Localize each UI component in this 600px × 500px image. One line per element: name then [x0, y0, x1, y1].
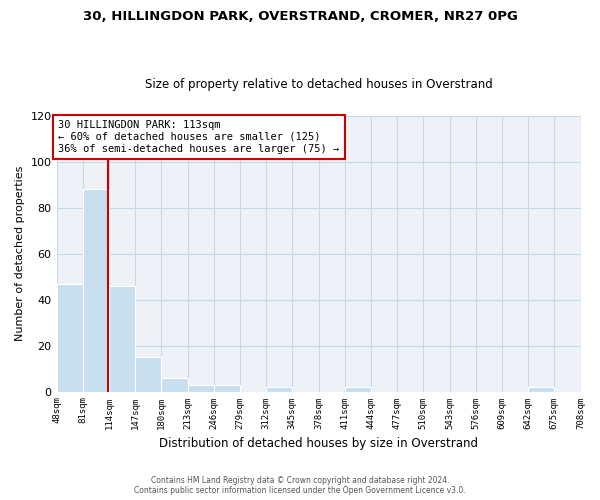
Bar: [83, 190, 109, 392]
Bar: [345, 387, 371, 392]
Y-axis label: Number of detached properties: Number of detached properties: [15, 166, 25, 342]
Bar: [56, 284, 83, 392]
X-axis label: Distribution of detached houses by size in Overstrand: Distribution of detached houses by size …: [159, 437, 478, 450]
Bar: [528, 387, 554, 392]
Bar: [214, 384, 240, 392]
Bar: [188, 384, 214, 392]
Text: Contains HM Land Registry data © Crown copyright and database right 2024.
Contai: Contains HM Land Registry data © Crown c…: [134, 476, 466, 495]
Text: 30 HILLINGDON PARK: 113sqm
← 60% of detached houses are smaller (125)
36% of sem: 30 HILLINGDON PARK: 113sqm ← 60% of deta…: [58, 120, 340, 154]
Bar: [161, 378, 188, 392]
Bar: [135, 357, 161, 392]
Text: 30, HILLINGDON PARK, OVERSTRAND, CROMER, NR27 0PG: 30, HILLINGDON PARK, OVERSTRAND, CROMER,…: [83, 10, 517, 23]
Bar: [266, 387, 292, 392]
Bar: [581, 387, 600, 392]
Title: Size of property relative to detached houses in Overstrand: Size of property relative to detached ho…: [145, 78, 493, 91]
Bar: [109, 286, 135, 392]
